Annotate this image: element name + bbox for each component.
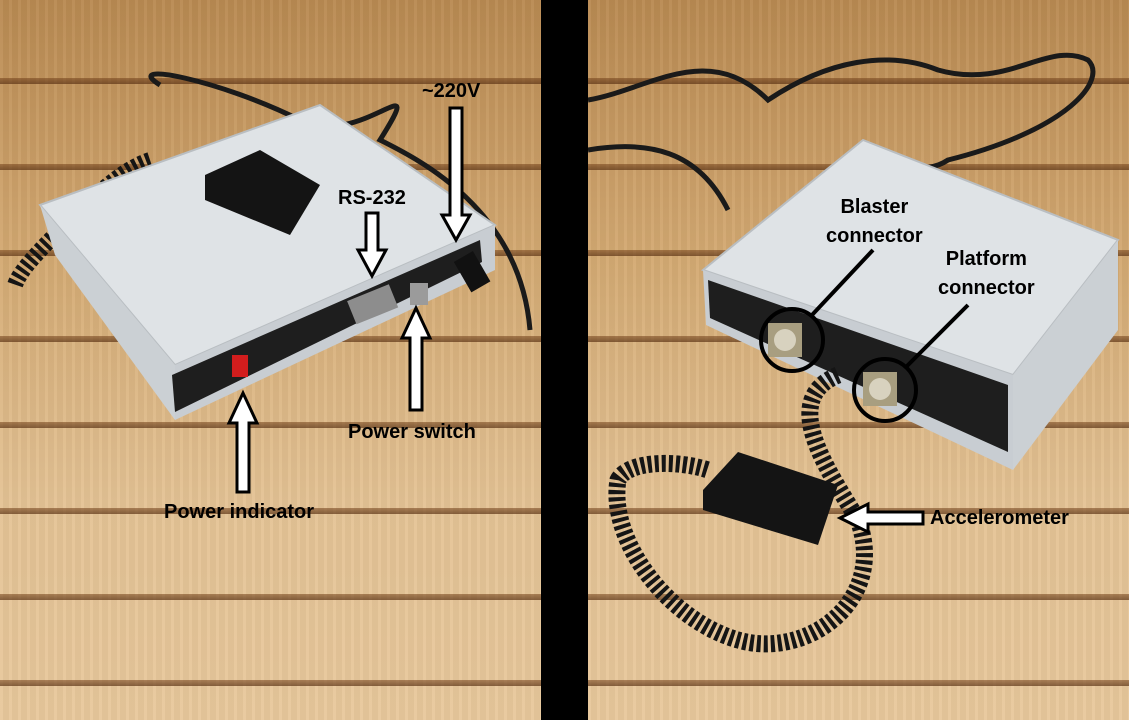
platform-label-line-2: connector: [938, 277, 1035, 299]
power-switch-body: [410, 283, 428, 305]
device-front-panel: [172, 240, 482, 412]
rs232-arrow: [355, 211, 389, 280]
power-indicator-arrow: [226, 389, 260, 494]
accelerometer-label: Accelerometer: [930, 507, 1069, 529]
rs232-label: RS-232: [338, 187, 406, 209]
rs232-port: [347, 284, 399, 325]
power-switch-arrow: [399, 304, 433, 412]
power-switch-label: Power switch: [348, 421, 476, 443]
coiled-cable: [608, 367, 873, 653]
voltage-label: ~220V: [422, 80, 481, 102]
platform-pointer-line: [904, 303, 970, 369]
power-plug: [453, 251, 491, 293]
left-device-illustration: [7, 71, 533, 494]
power-indicator-light: [232, 355, 248, 377]
blaster-label-line-2: connector: [826, 225, 923, 247]
platform-label-line-1: Platform: [945, 248, 1027, 270]
blaster-connector-label: Blaster connector: [826, 193, 923, 251]
voltage-arrow: [439, 106, 473, 244]
power-cable: [148, 71, 533, 331]
power-indicator-label: Power indicator: [164, 501, 315, 523]
right-device-illustration: [588, 52, 1120, 653]
accelerometer-box: [205, 150, 320, 235]
blaster-highlight-circle: [759, 307, 825, 373]
platform-highlight-circle: [852, 357, 918, 423]
power-cable: [588, 52, 1096, 182]
blaster-pointer-line: [810, 248, 875, 317]
side-cable: [588, 144, 731, 212]
platform-connector-label: Platform connector: [938, 245, 1035, 303]
accelerometer-arrow: [836, 501, 925, 535]
accelerometer-box: [703, 452, 838, 545]
left-photo: ~220V RS-232 Power switch Power indicato…: [0, 0, 541, 720]
device-side: [40, 205, 175, 420]
right-photo: Blaster connector Platform connector Acc…: [588, 0, 1129, 720]
blaster-label-line-1: Blaster: [840, 196, 909, 218]
center-divider: [541, 0, 588, 720]
device-side: [1013, 240, 1118, 470]
